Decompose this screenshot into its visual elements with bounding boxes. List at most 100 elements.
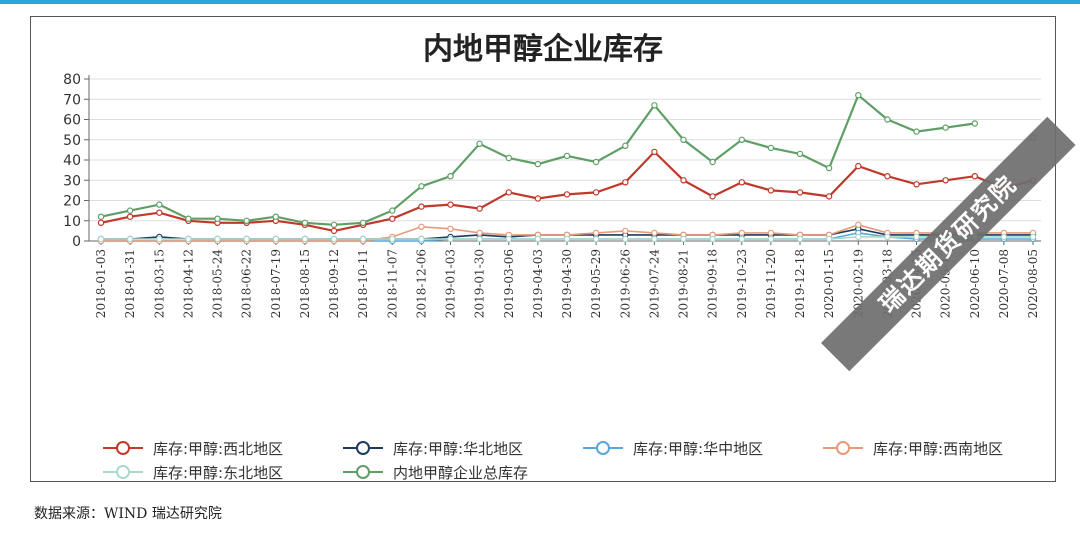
data-point[interactable]	[622, 142, 629, 150]
data-point[interactable]	[389, 235, 396, 243]
data-point[interactable]	[855, 162, 862, 170]
legend-item[interactable]: 库存:甲醇:华中地区	[581, 437, 763, 459]
data-point[interactable]	[738, 235, 746, 243]
data-point[interactable]	[214, 235, 221, 243]
data-point[interactable]	[651, 148, 658, 156]
data-point[interactable]	[1000, 233, 1008, 241]
data-point[interactable]	[330, 235, 338, 243]
data-point[interactable]	[796, 150, 804, 158]
data-point[interactable]	[825, 235, 833, 243]
data-point[interactable]	[767, 235, 775, 243]
data-point[interactable]	[971, 120, 979, 127]
data-point[interactable]	[709, 235, 716, 243]
data-point[interactable]	[243, 217, 250, 224]
data-point[interactable]	[505, 189, 512, 196]
data-point[interactable]	[418, 235, 425, 243]
data-point[interactable]	[505, 154, 512, 162]
data-point[interactable]	[418, 203, 425, 210]
data-point[interactable]	[767, 187, 775, 194]
data-point[interactable]	[476, 140, 483, 148]
data-point[interactable]	[971, 172, 979, 180]
data-point[interactable]	[592, 189, 600, 196]
data-point[interactable]	[418, 223, 425, 230]
data-point[interactable]	[214, 215, 221, 222]
data-point[interactable]	[185, 235, 192, 243]
data-point[interactable]	[330, 227, 338, 235]
data-point[interactable]	[447, 201, 454, 208]
data-point[interactable]	[855, 233, 862, 241]
data-point[interactable]	[126, 207, 134, 214]
data-point[interactable]	[622, 235, 629, 243]
data-point[interactable]	[97, 219, 105, 226]
data-point[interactable]	[447, 235, 454, 243]
data-point[interactable]	[942, 124, 949, 131]
data-point[interactable]	[825, 164, 833, 172]
legend-item[interactable]: 库存:甲醇:华北地区	[341, 437, 523, 459]
data-point[interactable]	[884, 233, 891, 241]
data-point[interactable]	[126, 235, 134, 243]
data-point[interactable]	[622, 227, 629, 235]
legend-item[interactable]: 库存:甲醇:西北地区	[101, 437, 283, 459]
data-point[interactable]	[534, 160, 542, 168]
data-point[interactable]	[156, 235, 163, 243]
data-point[interactable]	[272, 213, 279, 220]
data-point[interactable]	[476, 205, 483, 212]
data-point[interactable]	[592, 229, 600, 237]
data-point[interactable]	[447, 172, 454, 180]
data-point[interactable]	[680, 235, 687, 243]
data-point[interactable]	[651, 235, 658, 243]
data-point[interactable]	[709, 158, 716, 166]
data-point[interactable]	[651, 229, 658, 237]
data-point[interactable]	[359, 235, 367, 243]
data-point[interactable]	[592, 158, 600, 166]
data-point[interactable]	[855, 221, 862, 228]
data-point[interactable]	[301, 219, 309, 226]
data-point[interactable]	[796, 235, 804, 243]
data-point[interactable]	[534, 195, 542, 202]
data-point[interactable]	[359, 219, 367, 226]
data-point[interactable]	[126, 213, 134, 220]
data-point[interactable]	[97, 235, 105, 243]
data-point[interactable]	[389, 207, 396, 214]
data-point[interactable]	[301, 235, 309, 243]
data-point[interactable]	[913, 128, 920, 135]
data-point[interactable]	[592, 235, 600, 243]
data-point[interactable]	[272, 235, 279, 243]
data-point[interactable]	[680, 177, 687, 184]
data-point[interactable]	[825, 193, 833, 200]
data-point[interactable]	[651, 102, 658, 109]
data-point[interactable]	[622, 179, 629, 186]
data-point[interactable]	[476, 235, 483, 243]
data-point[interactable]	[476, 229, 483, 237]
legend-item[interactable]: 库存:甲醇:东北地区	[101, 461, 283, 483]
data-point[interactable]	[185, 215, 192, 222]
data-point[interactable]	[767, 144, 775, 152]
data-point[interactable]	[534, 235, 542, 243]
data-point[interactable]	[738, 179, 746, 186]
data-point[interactable]	[447, 225, 454, 232]
data-point[interactable]	[796, 189, 804, 196]
legend-item[interactable]: 库存:甲醇:西南地区	[821, 437, 1003, 459]
data-point[interactable]	[738, 136, 746, 144]
data-point[interactable]	[505, 235, 512, 243]
data-point[interactable]	[884, 116, 891, 123]
data-point[interactable]	[1029, 233, 1037, 241]
data-point[interactable]	[767, 229, 775, 237]
data-point[interactable]	[680, 136, 687, 144]
data-point[interactable]	[389, 215, 396, 222]
data-point[interactable]	[913, 233, 920, 241]
data-point[interactable]	[709, 193, 716, 200]
data-point[interactable]	[330, 221, 338, 228]
data-point[interactable]	[738, 229, 746, 237]
data-point[interactable]	[418, 183, 425, 190]
data-point[interactable]	[942, 177, 949, 184]
data-point[interactable]	[913, 181, 920, 188]
data-point[interactable]	[243, 235, 250, 243]
data-point[interactable]	[156, 209, 163, 216]
data-point[interactable]	[884, 172, 891, 180]
data-point[interactable]	[855, 91, 862, 99]
data-point[interactable]	[97, 213, 105, 220]
data-point[interactable]	[563, 152, 571, 160]
data-point[interactable]	[156, 201, 163, 208]
data-point[interactable]	[563, 235, 571, 243]
